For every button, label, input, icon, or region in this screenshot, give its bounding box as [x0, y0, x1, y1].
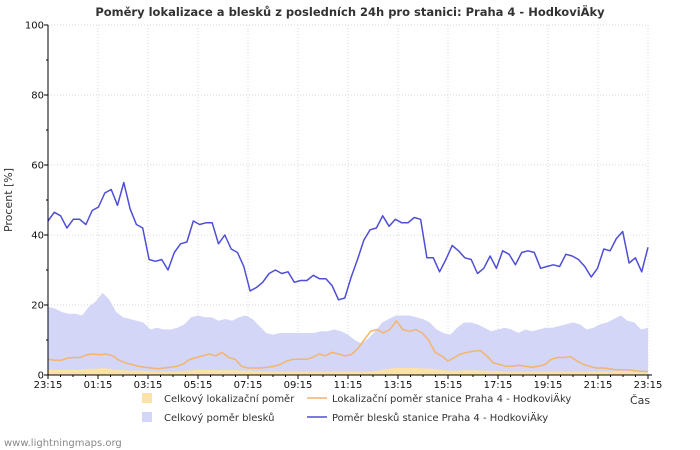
- y-tick-labels: 0 20 40 60 80 100: [25, 21, 44, 382]
- x-tick-label: 13:15: [384, 380, 413, 391]
- x-tick-label: 07:15: [234, 380, 263, 391]
- x-tick-label: 17:15: [484, 380, 513, 391]
- y-tick-label: 20: [31, 301, 44, 312]
- x-tick-label: 23:15: [34, 380, 63, 391]
- line-series: [47, 181, 649, 373]
- x-tick-label: 23:15: [634, 380, 663, 391]
- y-tick-label: 40: [31, 231, 44, 242]
- y-tick-label: 80: [31, 91, 44, 102]
- series-line_station_strokes: [47, 181, 649, 301]
- y-axis-label: Procent [%]: [2, 168, 15, 232]
- legend-swatch-total-strokes: [142, 412, 152, 422]
- x-tick-labels: 23:15 01:15 03:15 05:15 07:15 09:15 11:15 13:15…: [34, 380, 663, 391]
- axes: [44, 24, 652, 379]
- legend-label-total-localization: Celkový lokalizační poměr: [164, 393, 295, 405]
- x-tick-label: 11:15: [334, 380, 363, 391]
- x-tick-label: 03:15: [134, 380, 163, 391]
- x-tick-label: 21:15: [584, 380, 613, 391]
- x-tick-label: 19:15: [534, 380, 563, 391]
- y-tick-label: 100: [25, 21, 44, 32]
- legend-label-total-strokes: Celkový poměr blesků: [164, 412, 274, 424]
- legend: Celkový lokalizační poměr Lokalizační po…: [142, 392, 571, 424]
- legend-swatch-total-localization: [142, 393, 152, 403]
- legend-label-station-strokes: Poměr blesků stanice Praha 4 - HodkoviÄk…: [332, 411, 548, 424]
- chart-title: Poměry lokalizace a blesků z posledních …: [95, 4, 605, 19]
- x-tick-label: 05:15: [184, 380, 213, 391]
- footer-credit: www.lightningmaps.org: [4, 438, 122, 449]
- series-line_station_loc: [47, 320, 648, 373]
- series-area_total_loc: [48, 368, 648, 375]
- x-axis-label: Čas: [630, 394, 650, 407]
- y-tick-label: 60: [31, 161, 44, 172]
- x-tick-label: 15:15: [434, 380, 463, 391]
- series-area_total_strokes: [48, 292, 648, 375]
- y-tick-label: 0: [38, 371, 44, 382]
- x-tick-label: 09:15: [284, 380, 313, 391]
- x-tick-label: 01:15: [84, 380, 113, 391]
- area-series: [48, 292, 648, 375]
- legend-label-station-localization: Lokalizační poměr stanice Praha 4 - Hodk…: [332, 392, 571, 405]
